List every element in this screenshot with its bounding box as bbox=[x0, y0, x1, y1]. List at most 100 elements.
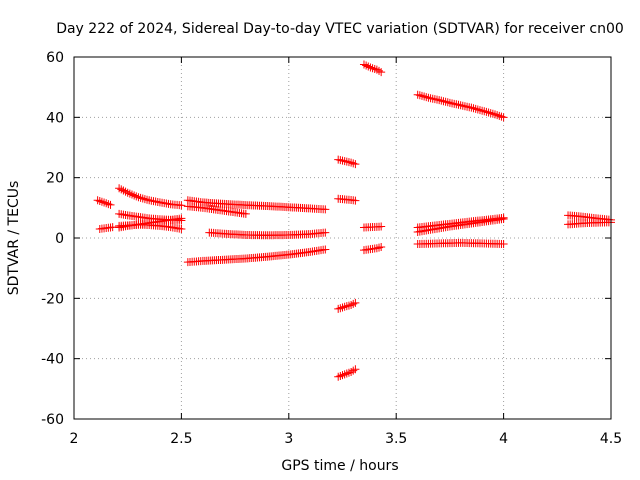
series-s3 bbox=[115, 184, 186, 210]
data-point bbox=[321, 228, 330, 237]
axis-ticks: 2 2.5 3 3.5 4 4.5 -60 -40 -20 0 20 40 60 bbox=[41, 50, 622, 447]
data-point bbox=[495, 111, 504, 120]
y-tick-label: -60 bbox=[41, 412, 64, 428]
data-point bbox=[132, 192, 141, 201]
data-point bbox=[121, 187, 130, 196]
data-point bbox=[420, 92, 429, 101]
series-s1 bbox=[93, 196, 115, 209]
y-tick-label: -40 bbox=[41, 352, 64, 368]
x-tick-label: 2 bbox=[70, 431, 79, 447]
x-tick-label: 2.5 bbox=[170, 431, 192, 447]
data-point bbox=[104, 200, 113, 209]
x-tick-label: 3 bbox=[284, 431, 293, 447]
data-point bbox=[351, 298, 360, 307]
series-s7 bbox=[183, 196, 330, 214]
data-point bbox=[351, 365, 360, 374]
y-tick-label: 20 bbox=[46, 171, 64, 187]
data-point bbox=[499, 113, 508, 122]
data-point bbox=[370, 64, 379, 73]
data-point bbox=[491, 110, 500, 119]
series-s8 bbox=[183, 202, 250, 218]
series-s12 bbox=[334, 194, 360, 205]
data-point bbox=[375, 66, 384, 75]
data-point bbox=[340, 157, 349, 166]
data-point bbox=[117, 185, 126, 194]
data-point bbox=[338, 303, 347, 312]
data-point bbox=[441, 97, 450, 106]
data-points bbox=[93, 60, 615, 381]
data-point bbox=[347, 300, 356, 309]
data-point bbox=[177, 224, 186, 233]
data-point bbox=[340, 302, 349, 311]
data-point bbox=[375, 243, 384, 252]
data-point bbox=[486, 109, 495, 118]
data-point bbox=[136, 193, 145, 202]
data-point bbox=[422, 93, 431, 102]
data-point bbox=[467, 103, 476, 112]
data-point bbox=[177, 214, 186, 223]
series-s6 bbox=[115, 220, 186, 233]
x-tick-label: 4 bbox=[499, 431, 508, 447]
data-point bbox=[475, 106, 484, 115]
data-point bbox=[106, 200, 115, 209]
data-point bbox=[134, 193, 143, 202]
data-point bbox=[340, 370, 349, 379]
data-point bbox=[344, 301, 353, 310]
data-point bbox=[499, 240, 508, 249]
chart-title: Day 222 of 2024, Sidereal Day-to-day VTE… bbox=[56, 21, 624, 37]
x-tick-label: 3.5 bbox=[385, 431, 407, 447]
data-point bbox=[344, 368, 353, 377]
data-point bbox=[347, 158, 356, 167]
data-point bbox=[349, 299, 358, 308]
data-point bbox=[342, 369, 351, 378]
data-point bbox=[493, 111, 502, 120]
data-point bbox=[334, 155, 343, 164]
data-point bbox=[443, 98, 452, 107]
series-s17 bbox=[359, 243, 386, 255]
series-s21 bbox=[413, 238, 508, 249]
data-point bbox=[482, 107, 491, 116]
data-point bbox=[347, 367, 356, 376]
y-axis-label: SDTVAR / TECUs bbox=[6, 181, 22, 296]
data-point bbox=[488, 109, 497, 118]
x-axis-label: GPS time / hours bbox=[281, 458, 398, 474]
data-point bbox=[480, 107, 489, 116]
data-point bbox=[93, 196, 102, 205]
data-point bbox=[321, 245, 330, 254]
y-tick-label: 60 bbox=[46, 50, 64, 66]
series-s13 bbox=[334, 298, 360, 313]
data-point bbox=[177, 201, 186, 210]
data-point bbox=[377, 243, 386, 252]
data-point bbox=[368, 64, 377, 73]
data-point bbox=[241, 209, 250, 218]
series-s15 bbox=[359, 60, 386, 77]
x-tick-label: 4.5 bbox=[600, 431, 622, 447]
data-point bbox=[372, 244, 381, 253]
data-point bbox=[372, 65, 381, 74]
series-s20 bbox=[413, 214, 508, 236]
grid bbox=[74, 57, 611, 419]
data-point bbox=[342, 157, 351, 166]
data-point bbox=[97, 197, 106, 206]
data-point bbox=[439, 97, 448, 106]
series-s11 bbox=[334, 155, 360, 169]
data-point bbox=[349, 159, 358, 168]
data-point bbox=[336, 371, 345, 380]
data-point bbox=[351, 196, 360, 205]
data-point bbox=[344, 158, 353, 167]
data-point bbox=[415, 91, 424, 100]
y-tick-label: -20 bbox=[41, 291, 64, 307]
data-point bbox=[125, 189, 134, 198]
data-point bbox=[127, 190, 136, 199]
data-point bbox=[100, 198, 109, 207]
series-s23 bbox=[564, 218, 615, 229]
data-point bbox=[362, 61, 371, 70]
data-point bbox=[95, 197, 104, 206]
series-s14 bbox=[334, 365, 360, 381]
data-point bbox=[321, 205, 330, 214]
series-s2 bbox=[95, 223, 117, 233]
data-point bbox=[115, 184, 124, 193]
data-point bbox=[342, 302, 351, 311]
series-s18 bbox=[413, 90, 508, 122]
